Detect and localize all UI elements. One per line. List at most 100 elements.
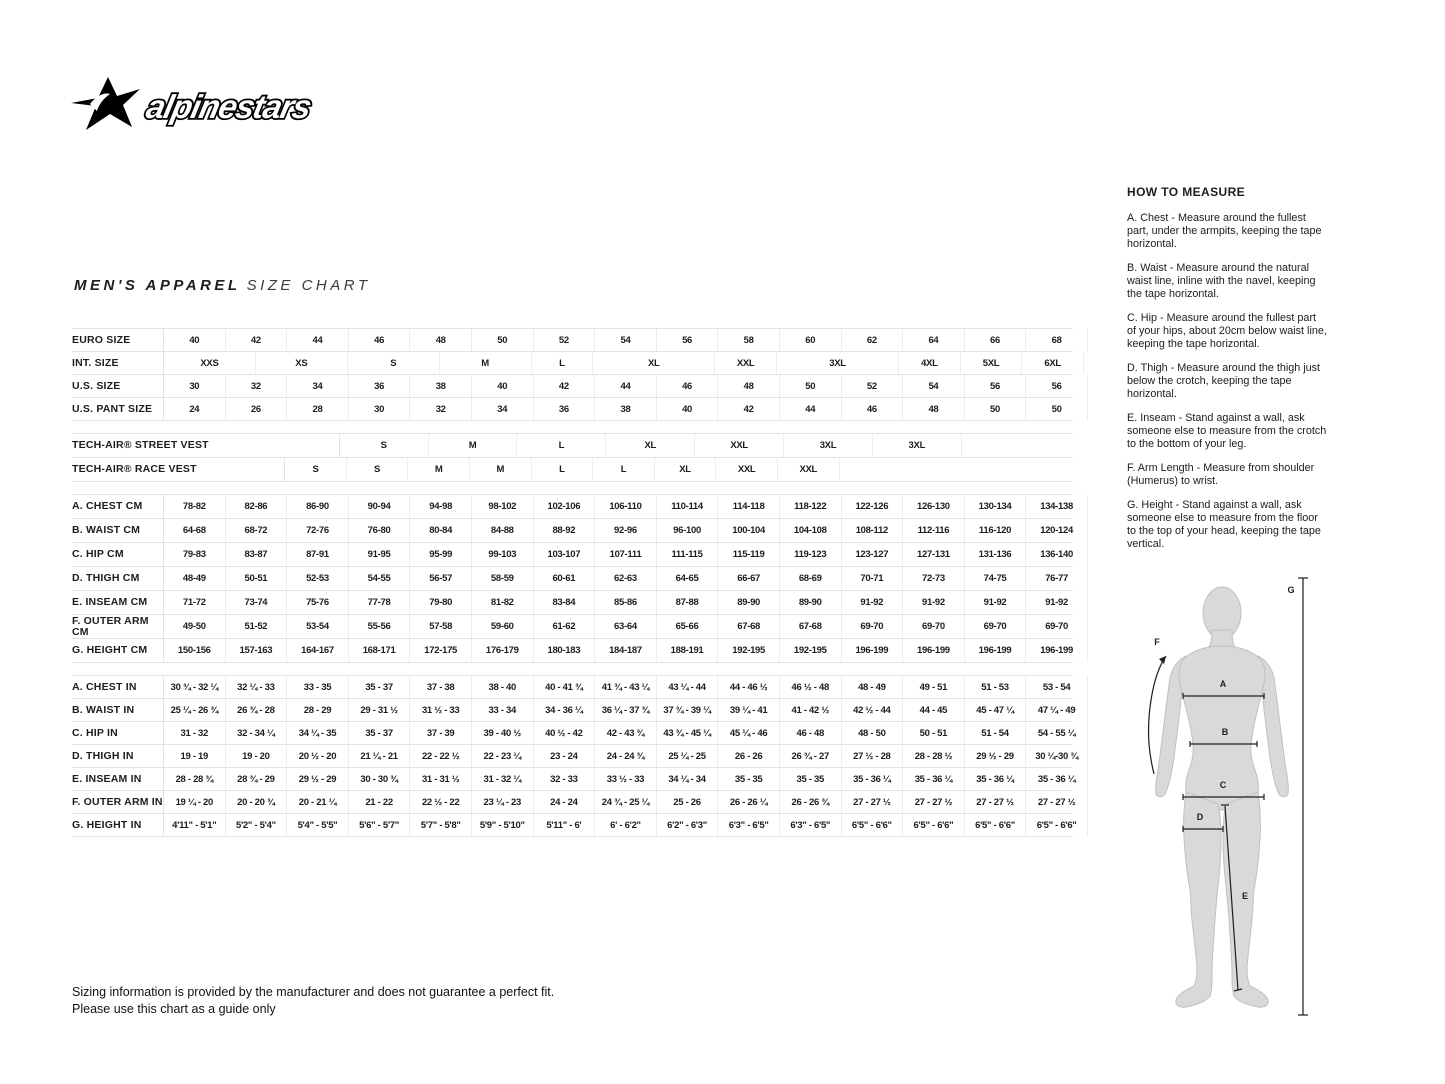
row-label: E. INSEAM CM [72,596,148,609]
table-cell: 68-72 [224,519,287,542]
page-title: MEN'S APPAREL SIZE CHART [74,277,370,294]
row-label: A. CHEST CM [72,500,143,513]
table-row: A. CHEST CM 78-82 82-86 86-90 90-94 94-98 98-1… [72,494,1088,519]
table-cell: 36 [347,375,410,397]
table-row: B. WAIST IN 25 ¼ - 26 ¾ 26 ¾ - 28 28 - 29 29… [72,699,1088,722]
table-cell: 91-92 [1025,591,1088,614]
table-group: EURO SIZE 40 42 44 46 48 50 52 54 56 58 60 62 64 66 68 I… [72,328,1088,421]
table-cell: XS [254,352,347,374]
measure-instruction: F. Arm Length - Measure from shoulder (H… [1127,462,1315,487]
table-cell: S [345,458,408,481]
table-cell: 78-82 [163,495,225,518]
table-cell: 99-103 [470,543,533,566]
table-cell: 103-107 [532,543,595,566]
table-cell: 91-92 [902,591,964,614]
table-cell: 25 - 26 [655,791,718,813]
table-cell: 5'4" - 5'5" [286,814,348,836]
table-cell: 42 [717,398,779,420]
table-cell: 23 - 24 [532,745,595,767]
table-cell: 33 ½ - 33 [594,768,656,790]
table-cell: 29 ½ - 29 [286,768,348,790]
table-cell: 46 [840,398,903,420]
table-cell: 26 [224,398,287,420]
table-cell: 91-95 [347,543,410,566]
table-cell: 32 [409,398,471,420]
table-cell: 28 [286,398,348,420]
table-cell: 52-53 [286,567,348,590]
table-row: INT. SIZE XXS XS S M L XL XXL 3XL 4XL 5XL 6XL [72,352,1084,375]
how-to-measure-panel: HOW TO MEASURE A. Chest - Measure around… [1127,185,1327,562]
table-row: B. WAIST CM 64-68 68-72 72-76 76-80 80-84 84-8… [72,519,1088,543]
table-cell: 39 - 40 ½ [470,722,533,744]
table-cell: 6'3" - 6'5" [717,814,779,836]
table-cell: 55-56 [347,615,410,638]
table-cell: 24 - 24 ¾ [594,745,656,767]
table-cell: 62-63 [594,567,656,590]
table-cell: 96-100 [655,519,718,542]
table-group: TECH-AIR® STREET VEST S M L XL XXL 3XL 3XL TECH-… [72,433,1073,482]
table-cell: XL [592,352,714,374]
table-cell: XXS [163,352,255,374]
table-cell: 69-70 [963,615,1026,638]
table-cell: 72-73 [902,567,964,590]
table-cell: 28 - 29 [286,699,348,721]
table-cell: 89-90 [778,591,841,614]
table-cell: 50 [963,398,1026,420]
table-cell: 83-84 [532,591,595,614]
table-cell: 43 ¾ - 45 ¼ [655,722,718,744]
diagram-label-e: E [1242,891,1248,901]
table-cell: 180-183 [532,639,595,662]
table-cell: 33 - 35 [286,676,348,698]
table-row: A. CHEST IN 30 ¾ - 32 ¼ 32 ¼ - 33 33 - 35 35… [72,675,1088,699]
table-cell: 69-70 [902,615,964,638]
measure-instruction: B. Waist - Measure around the natural wa… [1127,262,1316,300]
table-cell: 24 - 24 [532,791,595,813]
table-cell: 26 - 26 [717,745,779,767]
table-cell: 30 ¾ - 32 ¼ [163,676,225,698]
table-cell: 95-99 [409,543,471,566]
table-cell: 4'11" - 5'1" [163,814,225,836]
table-cell: 35 - 36 ¼ [1025,768,1088,790]
table-cell: 51-52 [224,615,287,638]
table-cell: 26 ¾ - 28 [224,699,287,721]
table-cell: 192-195 [778,639,841,662]
measure-instruction: E. Inseam - Stand against a wall, ask so… [1127,412,1327,450]
table-cell: 31 ½ - 33 [409,699,471,721]
table-cell: M [438,352,531,374]
disclaimer-line-2: Please use this chart as a guide only [72,1002,276,1016]
table-cell: 71-72 [163,591,225,614]
table-cell: 64-65 [655,567,718,590]
how-to-measure-list: A. Chest - Measure around the fullest pa… [1127,212,1327,551]
table-cell: S [338,434,428,457]
table-cell: 42 ½ - 44 [840,699,903,721]
table-cell: 36 [532,398,595,420]
table-cell: 21 - 22 [347,791,410,813]
table-cell: 35 - 36 ¼ [902,768,964,790]
body-silhouette-icon [1155,586,1289,1008]
table-cell: 41 - 42 ½ [778,699,841,721]
table-cell: 83-87 [224,543,287,566]
table-cell: 35 - 36 ¼ [963,768,1026,790]
table-cell: 6'5" - 6'6" [840,814,903,836]
row-label: U.S. SIZE [72,379,121,392]
table-cell: 31 - 31 ½ [409,768,471,790]
table-cell: 100-104 [717,519,779,542]
table-cell: 32 [224,375,287,397]
table-cell: 34 ¼ - 34 [655,768,718,790]
table-cell: 40 ½ - 42 [532,722,595,744]
table-cell: 3XL [783,434,872,457]
table-cell: 34 ¼ - 35 [286,722,348,744]
table-cell: 91-92 [963,591,1026,614]
table-cell: 26 ¾ - 27 [778,745,841,767]
table-cell: 31 - 32 ¼ [470,768,533,790]
row-label: D. THIGH IN [72,749,134,762]
table-cell: 6XL [1021,352,1084,374]
table-cell: XXL [714,352,776,374]
table-cell: 59-60 [470,615,533,638]
table-cell: 134-138 [1025,495,1088,518]
table-cell: 38 - 40 [470,676,533,698]
diagram-label-g: G [1287,585,1294,595]
row-label: U.S. PANT SIZE [72,402,153,415]
row-label: C. HIP CM [72,548,124,561]
